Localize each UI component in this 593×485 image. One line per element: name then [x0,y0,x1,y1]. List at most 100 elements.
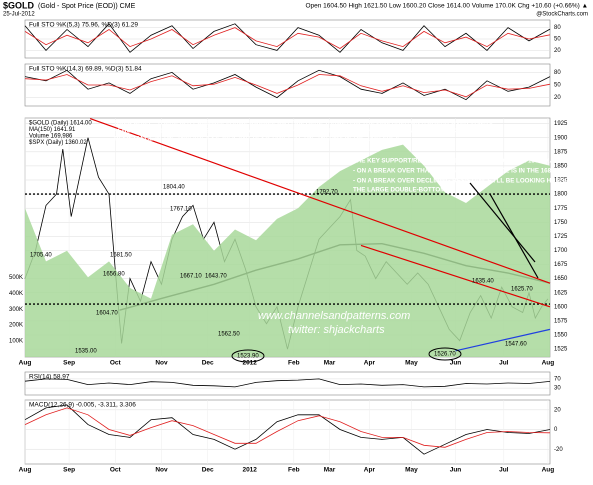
circle [231,349,265,363]
x-tick-label: Sep [63,360,75,367]
quote: Open 1604.50 High 1621.50 Low 1600.20 Cl… [305,3,588,10]
note: - ON A BREAK OVER DECLINING RESISTANCE I… [353,178,583,185]
y-tick-label: 1775 [554,206,568,212]
price-label: 1635.40 [472,279,494,285]
panel [24,371,551,396]
series-line [24,23,551,53]
price-label: 1767.10 [170,207,192,213]
y-tick-label: -20 [554,447,563,453]
overlay: GOLD DAILY - THERE IS A POSSIBLE LARGE D… [30,120,583,363]
x-tick-label: Aug [19,360,32,367]
x-tick-label: Dec [202,467,214,474]
note: GOLD DAILY - THERE IS A POSSIBLE LARGE D… [114,120,493,127]
x-tick-label: May [405,467,418,474]
date: 25-Jul-2012 [3,12,35,18]
watermark: twitter: shjackcharts [288,324,385,336]
x-tick-label: Jul [499,360,509,367]
legend-entry: $SPX (Daily) 1360.02 [29,140,87,146]
x-tick-label: Apr [364,360,376,367]
price-label: 1604.70 [96,311,118,317]
note: - SHORTER TERM THOUGH THE SYMMETRICAL TR… [114,128,478,135]
panel-title: MACD(12,26,9) -0.005, -3.311, 3.306 [29,402,136,409]
volume-tick-label: 300K [9,307,23,313]
x-tick-label: Jun [450,360,462,367]
arrow [469,182,536,263]
panel [24,399,551,465]
x-tick-label: Aug [542,360,555,367]
price-label: 1681.50 [110,253,132,259]
symbol: $GOLD [3,0,35,10]
price-label: 1535.00 [75,349,97,355]
y-tick-label: 1800 [554,192,568,198]
price-label: 1562.50 [218,332,240,338]
x-tick-label: Mar [324,467,336,474]
y-tick-label: 1550 [554,333,568,339]
price-label: 1792.70 [316,190,338,196]
price-label: 1625.70 [511,287,533,293]
volume-tick-label: 400K [9,291,23,297]
circle [428,347,462,361]
y-tick-label: 1925 [554,121,568,127]
x-tick-label: Oct [110,467,122,474]
x-tick-label: Aug [542,467,555,474]
y-tick-label: 50 [554,37,561,43]
y-tick-label: 70 [554,376,561,382]
volume-tick-label: 500K [9,275,23,281]
y-tick-label: 1900 [554,135,568,141]
x-tick-label: Feb [288,467,300,474]
x-tick-label: Nov [155,360,168,367]
x-tick-label: Oct [110,360,122,367]
y-tick-label: 20 [554,407,561,413]
price-label: 1643.70 [205,274,227,280]
x-tick-label: Apr [364,467,376,474]
x-tick-label: Dec [202,360,214,367]
panel-title: Full STO %K(5,3) 75.96, %D(3) 61.29 [29,22,138,29]
price-label: 1523.90 [237,354,259,360]
watermark: www.channelsandpatterns.com [258,310,410,322]
price-label: 1547.60 [505,342,527,348]
panels: 20 50 80 Full STO %K(5,3) 75.96, %D(3) 61.2… [9,19,568,474]
x-tick-label: May [405,360,418,367]
legend-entry: $GOLD (Daily) 1614.00 [29,121,92,127]
volume-tick-label: 200K [9,323,23,329]
panel-title: Full STO %K(14,3) 69.89, %D(3) 51.84 [29,66,142,73]
series-line [24,407,551,448]
trendline [89,117,551,284]
x-tick-label: 2012 [242,360,257,367]
y-tick-label: 1650 [554,276,568,282]
y-tick-label: 1600 [554,304,568,310]
y-tick-label: 80 [554,70,561,76]
x-tick-label: 2012 [242,467,257,474]
legend-entry: Volume 169,986 [29,134,73,140]
y-tick-label: 1875 [554,149,568,155]
note: RESISTANCE IN THE 1680 AREA SIGNIFICANT … [114,136,400,143]
y-tick-label: 20 [554,95,561,101]
price-label: 1667.10 [180,274,202,280]
note: THE KEY SUPPORT/RESISTANCE LEVEL ON GOLD… [353,158,555,165]
y-tick-label: 50 [554,83,561,89]
y-tick-label: 1575 [554,319,568,325]
y-tick-label: 1675 [554,262,568,268]
x-tick-label: Mar [324,360,336,367]
y-tick-label: 1825 [554,178,568,184]
brand: @StockCharts.com [536,12,588,18]
price-label: 1705.40 [30,253,52,259]
price-label: 1526.70 [434,352,456,358]
x-tick-label: Jun [450,467,462,474]
x-tick-label: Aug [19,467,32,474]
y-tick-label: 80 [554,25,561,31]
x-tick-label: Sep [63,467,75,474]
trendline [455,328,551,352]
y-tick-label: 1725 [554,234,568,240]
y-tick-label: 1700 [554,248,568,254]
arrow [489,193,539,279]
price-label: 1804.40 [163,185,185,191]
note: THE LARGE DOUBLE-BOTTOM [353,187,445,194]
note: - ON A BREAK OVER THAT DECLINING RESISTA… [353,168,574,175]
y-tick-label: 1625 [554,290,568,296]
series-line [24,27,551,49]
y-tick-label: 20 [554,48,561,54]
x-tick-label: Feb [288,360,300,367]
